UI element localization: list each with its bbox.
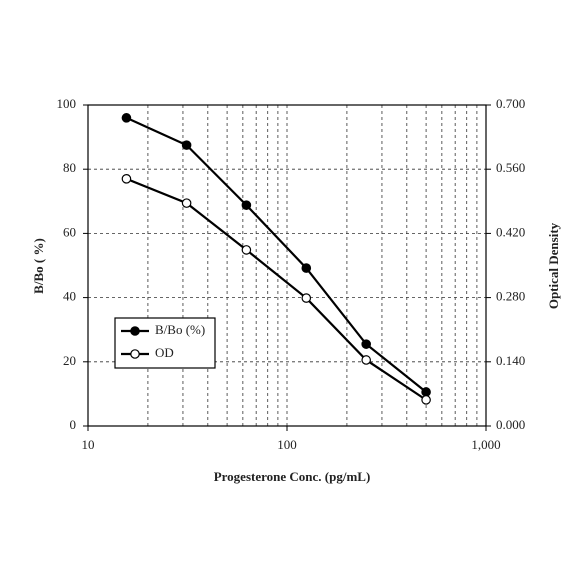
data-point [121, 174, 132, 184]
x-tick-label: 10 [82, 437, 95, 452]
legend-box [114, 317, 216, 369]
y-tick-label: 80 [63, 160, 76, 175]
y-tick-label: 0 [70, 417, 77, 432]
x-axis-label: Progesterone Conc. (pg/mL) [214, 469, 371, 484]
plot-frame [87, 104, 487, 427]
y-axis-label: B/Bo ( %) [31, 238, 46, 294]
series-line [125, 116, 427, 393]
data-point [361, 355, 371, 365]
data-point [421, 395, 431, 405]
y2-axis-label: Optical Density [546, 222, 561, 309]
y2-tick-label: 0.140 [496, 353, 525, 368]
series-line [126, 177, 427, 401]
legend-marker [130, 349, 140, 359]
y2-tick-label: 0.560 [496, 160, 525, 175]
data-point [421, 387, 431, 397]
y-tick-label: 100 [57, 96, 77, 111]
data-point [301, 263, 312, 273]
data-point [181, 198, 192, 208]
y2-tick-label: 0.280 [496, 289, 525, 304]
data-point [241, 245, 252, 255]
data-point [241, 200, 252, 210]
legend: B/Bo (%) OD [114, 317, 216, 369]
y-tick-label: 40 [63, 289, 76, 304]
legend-label: B/Bo (%) [155, 322, 205, 337]
data-point [301, 293, 312, 303]
legend-marker [130, 326, 140, 336]
legend-label: OD [155, 345, 174, 360]
data-point [181, 140, 192, 150]
data-point [361, 339, 371, 349]
x-tick-label: 100 [277, 437, 297, 452]
data-point [121, 113, 132, 123]
y-tick-label: 60 [63, 224, 76, 239]
y-tick-label: 20 [63, 353, 76, 368]
y2-tick-label: 0.000 [496, 417, 525, 432]
y2-tick-label: 0.420 [496, 224, 525, 239]
y2-tick-label: 0.700 [496, 96, 525, 111]
x-tick-label: 1,000 [471, 437, 500, 452]
